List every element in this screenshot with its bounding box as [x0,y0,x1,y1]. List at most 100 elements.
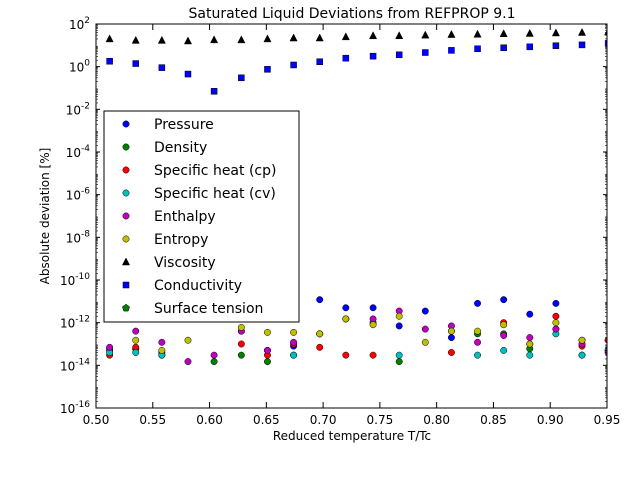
point-enthalpy [184,358,192,366]
point-specific-heat-cv [395,351,403,359]
point-enthalpy [132,327,140,335]
point-entropy [158,346,166,354]
legend-label-density: Density [154,140,207,156]
x-tick-label: 0.90 [537,413,564,427]
x-tick-label: 0.75 [367,413,394,427]
point-enthalpy [552,325,560,333]
point-conductivity [132,60,139,67]
point-specific-heat-cp [604,336,607,344]
chart-title: Saturated Liquid Deviations from REFPROP… [189,6,516,22]
point-enthalpy [264,346,271,354]
point-pressure [500,296,508,304]
point-entropy [500,321,508,329]
legend-label-entropy: Entropy [154,232,208,248]
x-axis-label: Reduced temperature T/Tc [273,429,431,443]
point-specific-heat-cp [237,340,245,348]
point-conductivity [238,74,245,82]
point-entropy [369,321,377,329]
point-entropy [578,336,586,344]
legend-label-specific-heat-cp: Specific heat (cp) [154,163,276,179]
point-conductivity [448,47,455,54]
point-enthalpy [158,338,166,346]
legend-marker-specific-heat-cv [122,189,130,197]
point-specific-heat-cp [369,351,377,359]
point-conductivity [474,45,481,53]
x-tick-label: 0.50 [83,413,110,427]
point-conductivity [500,44,507,52]
point-viscosity [551,28,560,37]
point-viscosity [105,34,114,43]
point-viscosity [421,30,430,39]
point-conductivity [184,70,192,78]
point-enthalpy [500,332,508,339]
legend-label-specific-heat-cv: Specific heat (cv) [154,186,276,202]
point-entropy [447,327,455,335]
point-viscosity [315,33,324,42]
point-specific-heat-cp [447,349,455,356]
point-entropy [421,338,429,346]
point-conductivity [422,49,429,56]
point-viscosity [237,35,246,44]
point-enthalpy [106,343,114,351]
legend-label-pressure: Pressure [154,117,214,133]
point-density [237,351,245,359]
x-tick-label: 0.80 [423,413,450,427]
point-viscosity [447,30,456,38]
point-conductivity [578,41,586,49]
point-pressure [316,296,324,304]
y-tick-label: 10-12 [60,315,90,331]
x-tick-label: 0.55 [139,413,166,427]
point-entropy [132,336,140,344]
x-tick-label: 0.70 [310,413,337,427]
point-specific-heat-cv [290,351,298,359]
point-entropy [184,336,192,344]
point-density [264,358,271,366]
legend-label-viscosity: Viscosity [154,255,216,271]
legend-marker-viscosity [121,257,131,266]
y-tick-label: 102 [69,16,90,32]
point-conductivity [342,54,350,62]
point-viscosity [578,27,587,36]
legend-marker-surface-tension [122,303,130,312]
legend-frame [103,110,300,323]
point-viscosity [210,35,219,44]
point-enthalpy [210,351,218,359]
legend-marker-entropy [122,235,130,243]
y-tick-label: 10-8 [66,229,91,245]
point-entropy [316,330,324,338]
point-viscosity [499,29,508,37]
point-enthalpy [369,315,377,323]
point-specific-heat-cp [552,312,560,320]
point-enthalpy [526,334,534,342]
point-conductivity [395,51,403,59]
point-pressure [342,304,350,312]
point-entropy [264,328,271,336]
point-specific-heat-cv [578,351,586,359]
point-conductivity [106,57,113,65]
point-viscosity [131,35,140,44]
point-pressure [369,304,377,312]
plot-frame [95,23,608,409]
point-specific-heat-cv [500,346,508,354]
point-viscosity [263,34,272,43]
point-conductivity [210,88,218,95]
x-tick-label: 0.65 [253,413,280,427]
legend-label-surface-tension: Surface tension [154,301,263,317]
legend-marker-density [122,143,130,151]
y-tick-label: 10-10 [60,272,90,288]
point-density [210,358,218,366]
point-entropy [237,323,245,331]
y-tick-label: 10-16 [60,400,90,416]
point-conductivity [158,64,166,71]
point-conductivity [369,52,377,60]
point-conductivity [316,58,323,66]
legend-marker-specific-heat-cp [122,166,130,174]
point-viscosity [395,31,404,40]
point-viscosity [157,35,166,44]
point-pressure [421,307,429,315]
point-viscosity [525,28,534,37]
data-markers [105,27,607,366]
point-entropy [474,327,481,335]
point-entropy [395,312,403,320]
